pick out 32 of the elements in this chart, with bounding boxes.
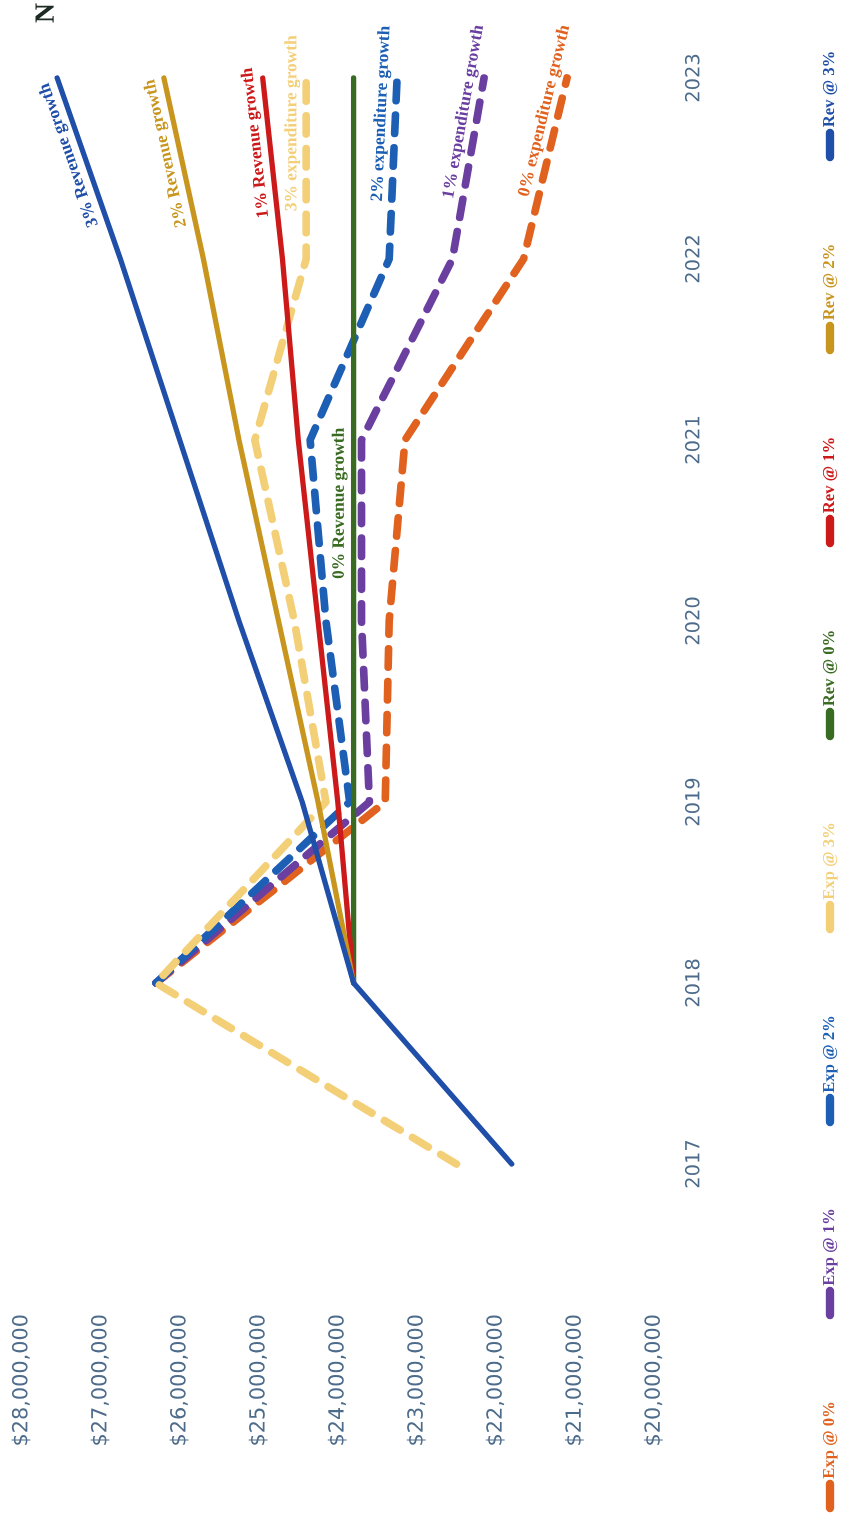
annotation: 0% expenditure growth [516,23,573,198]
annotation: 1% Revenue growth [239,67,272,218]
text: Exp @ 2% [822,1016,838,1093]
y-tick-label: 2021 [684,417,700,464]
y-tick-label: 2019 [684,778,700,826]
y-tick-label: 2020 [684,597,700,645]
annotation: 2% Revenue growth [142,78,190,229]
x-tick-label: $24,000,000 [327,1315,347,1445]
text: Exp @ 3% [822,823,838,900]
x-tick-label: $28,000,000 [11,1315,31,1445]
text: Rev @ 1% [822,438,838,514]
x-tick-label: $27,000,000 [90,1315,110,1445]
y-tick-label: 2017 [684,1140,700,1188]
x-tick-label: $22,000,000 [485,1315,505,1445]
x-tick-label: $26,000,000 [169,1315,189,1445]
annotation: 3% expenditure growth [284,35,301,211]
text: Rev @ 0% [822,631,838,707]
y-tick-label: 2022 [684,236,700,283]
annotation: 1% expenditure growth [441,24,487,199]
x-tick-label: $25,000,000 [248,1315,268,1445]
chart-title: N [35,3,54,23]
annotation: 0% Revenue growth [331,428,348,579]
annotation: 2% expenditure growth [369,25,394,202]
x-tick-label: $23,000,000 [406,1315,426,1445]
y-tick-label: 2023 [684,54,700,102]
text: Exp @ 0% [822,1402,838,1479]
text: Rev @ 3% [822,52,838,128]
text: Exp @ 1% [822,1209,838,1286]
x-tick-label: $21,000,000 [564,1315,584,1445]
y-tick-label: 2018 [684,959,700,1007]
text: Rev @ 2% [822,245,838,321]
x-tick-label: $20,000,000 [643,1315,663,1445]
